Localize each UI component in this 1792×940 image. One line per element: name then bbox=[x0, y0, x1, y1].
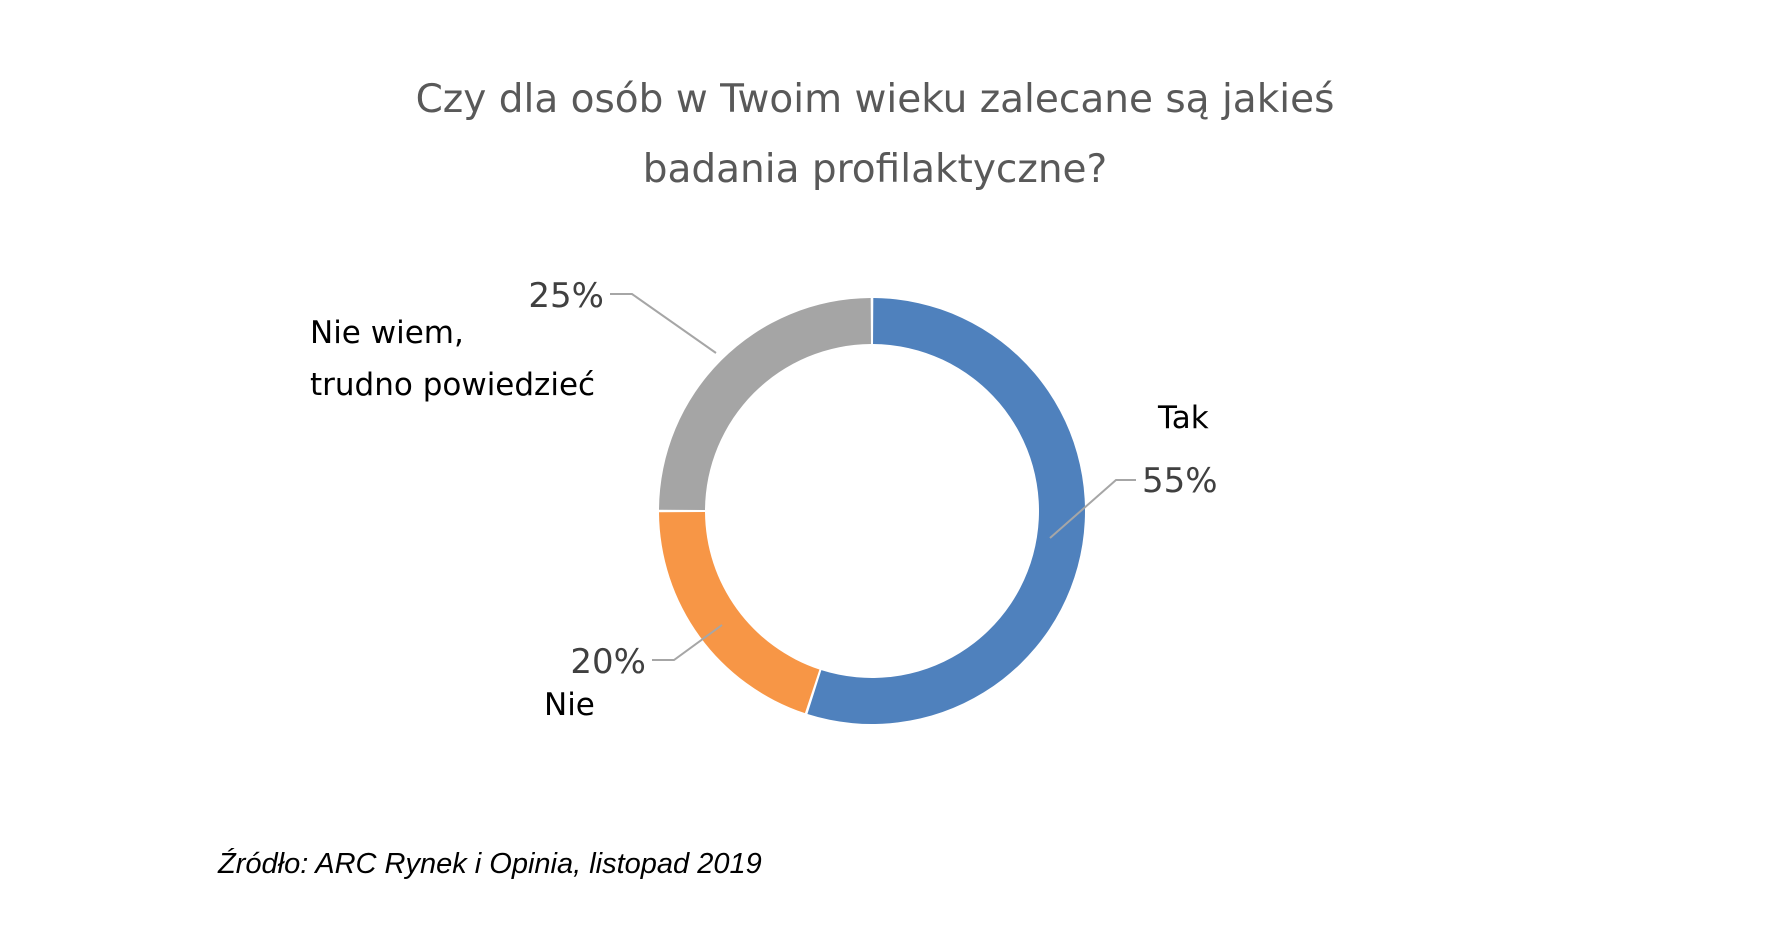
slice-tak bbox=[807, 298, 1085, 724]
leader-line-tak bbox=[1049, 479, 1136, 539]
leader-line-nie-wiem bbox=[610, 293, 717, 354]
value-label-nie: 20% bbox=[570, 642, 646, 682]
category-label-nie-wiem-line-2: trudno powiedzieć bbox=[310, 367, 595, 403]
slice-nie-wiem bbox=[659, 298, 871, 510]
leader-line-nie bbox=[652, 624, 723, 661]
value-label-tak: 55% bbox=[1142, 461, 1218, 501]
category-label-nie: Nie bbox=[544, 687, 595, 723]
chart-title-line-2: badania profilaktyczne? bbox=[643, 147, 1108, 192]
category-label-tak: Tak bbox=[1157, 400, 1209, 436]
value-label-nie-wiem: 25% bbox=[528, 276, 604, 316]
source-note: Źródło: ARC Rynek i Opinia, listopad 201… bbox=[217, 847, 762, 880]
chart-title-line-1: Czy dla osób w Twoim wieku zalecane są j… bbox=[416, 77, 1335, 122]
donut-slices bbox=[659, 298, 1085, 724]
category-label-nie-wiem-line-1: Nie wiem, bbox=[310, 315, 464, 351]
slice-nie bbox=[659, 512, 820, 714]
